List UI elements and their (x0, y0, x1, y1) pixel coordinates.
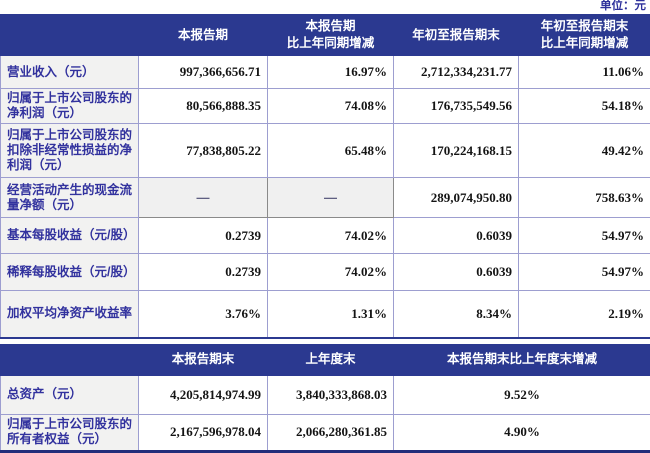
value-cell: 0.6039 (394, 254, 519, 291)
row-label: 归属于上市公司股东的净利润（元） (1, 89, 139, 124)
value-cell: 74.02% (268, 254, 394, 291)
row-label: 总资产（元） (1, 375, 139, 414)
value-cell: 80,566,888.35 (139, 89, 268, 124)
value-cell: 1.31% (268, 291, 394, 338)
col-header-change-vs-prior-year-end: 本报告期末比上年度末增减 (394, 344, 650, 375)
value-cell: 289,074,950.80 (394, 178, 519, 218)
row-label: 归属于上市公司股东的所有者权益（元） (1, 414, 139, 451)
row-label: 加权平均净资产收益率 (1, 291, 139, 338)
value-cell: 2,167,596,978.04 (139, 414, 268, 451)
value-cell: 0.2739 (139, 254, 268, 291)
col-header-current-period: 本报告期 (139, 15, 268, 56)
value-cell: 997,366,656.71 (139, 56, 268, 89)
value-cell: 54.97% (519, 254, 650, 291)
value-cell: 176,735,549.56 (394, 89, 519, 124)
table-header-row: 本报告期 本报告期 比上年同期增减 年初至报告期末 年初至报告期末 比上年同期增… (1, 15, 650, 56)
table-header-row: 本报告期末 上年度末 本报告期末比上年度末增减 (1, 344, 650, 375)
key-financials-table: 本报告期 本报告期 比上年同期增减 年初至报告期末 年初至报告期末 比上年同期增… (0, 14, 650, 339)
dash-cell: — (139, 178, 268, 218)
row-diluted-eps: 稀释每股收益（元/股） 0.2739 74.02% 0.6039 54.97% (1, 254, 650, 291)
col-header-period-end: 本报告期末 (139, 344, 268, 375)
row-label: 经营活动产生的现金流量净额（元） (1, 178, 139, 218)
col-header-blank (1, 15, 139, 56)
value-cell: 0.2739 (139, 218, 268, 254)
value-cell: 2,066,280,361.85 (268, 414, 394, 451)
value-cell: 11.06% (519, 56, 650, 89)
row-basic-eps: 基本每股收益（元/股） 0.2739 74.02% 0.6039 54.97% (1, 218, 650, 254)
col-header-year-to-date: 年初至报告期末 (394, 15, 519, 56)
row-label: 归属于上市公司股东的扣除非经常性损益的净利润（元） (1, 124, 139, 178)
row-label: 基本每股收益（元/股） (1, 218, 139, 254)
col-header-blank (1, 344, 139, 375)
value-cell: 8.34% (394, 291, 519, 338)
col-header-prior-year-end: 上年度末 (268, 344, 394, 375)
col-header-current-period-yoy-change: 本报告期 比上年同期增减 (268, 15, 394, 56)
value-cell: 4.90% (394, 414, 650, 451)
col-header-year-to-date-yoy-change: 年初至报告期末 比上年同期增减 (519, 15, 650, 56)
value-cell: 65.48% (268, 124, 394, 178)
dash-cell: — (268, 178, 394, 218)
row-label: 稀释每股收益（元/股） (1, 254, 139, 291)
value-cell: 16.97% (268, 56, 394, 89)
value-cell: 170,224,168.15 (394, 124, 519, 178)
row-weighted-avg-roe: 加权平均净资产收益率 3.76% 1.31% 8.34% 2.19% (1, 291, 650, 338)
row-total-assets: 总资产（元） 4,205,814,974.99 3,840,333,868.03… (1, 375, 650, 414)
row-net-profit-excl-nonrecurring: 归属于上市公司股东的扣除非经常性损益的净利润（元） 77,838,805.22 … (1, 124, 650, 178)
value-cell: 2.19% (519, 291, 650, 338)
value-cell: 9.52% (394, 375, 650, 414)
value-cell: 4,205,814,974.99 (139, 375, 268, 414)
value-cell: 0.6039 (394, 218, 519, 254)
value-cell: 74.08% (268, 89, 394, 124)
unit-label: 单位：元 (0, 0, 650, 14)
value-cell: 3.76% (139, 291, 268, 338)
value-cell: 758.63% (519, 178, 650, 218)
row-net-profit-attributable: 归属于上市公司股东的净利润（元） 80,566,888.35 74.08% 17… (1, 89, 650, 124)
value-cell: 3,840,333,868.03 (268, 375, 394, 414)
period-end-table: 本报告期末 上年度末 本报告期末比上年度末增减 总资产（元） 4,205,814… (0, 344, 650, 453)
value-cell: 74.02% (268, 218, 394, 254)
row-label: 营业收入（元） (1, 56, 139, 89)
row-owners-equity-attributable: 归属于上市公司股东的所有者权益（元） 2,167,596,978.04 2,06… (1, 414, 650, 451)
value-cell: 77,838,805.22 (139, 124, 268, 178)
value-cell: 2,712,334,231.77 (394, 56, 519, 89)
value-cell: 49.42% (519, 124, 650, 178)
row-operating-revenue: 营业收入（元） 997,366,656.71 16.97% 2,712,334,… (1, 56, 650, 89)
value-cell: 54.97% (519, 218, 650, 254)
row-operating-cash-flow: 经营活动产生的现金流量净额（元） — — 289,074,950.80 758.… (1, 178, 650, 218)
value-cell: 54.18% (519, 89, 650, 124)
